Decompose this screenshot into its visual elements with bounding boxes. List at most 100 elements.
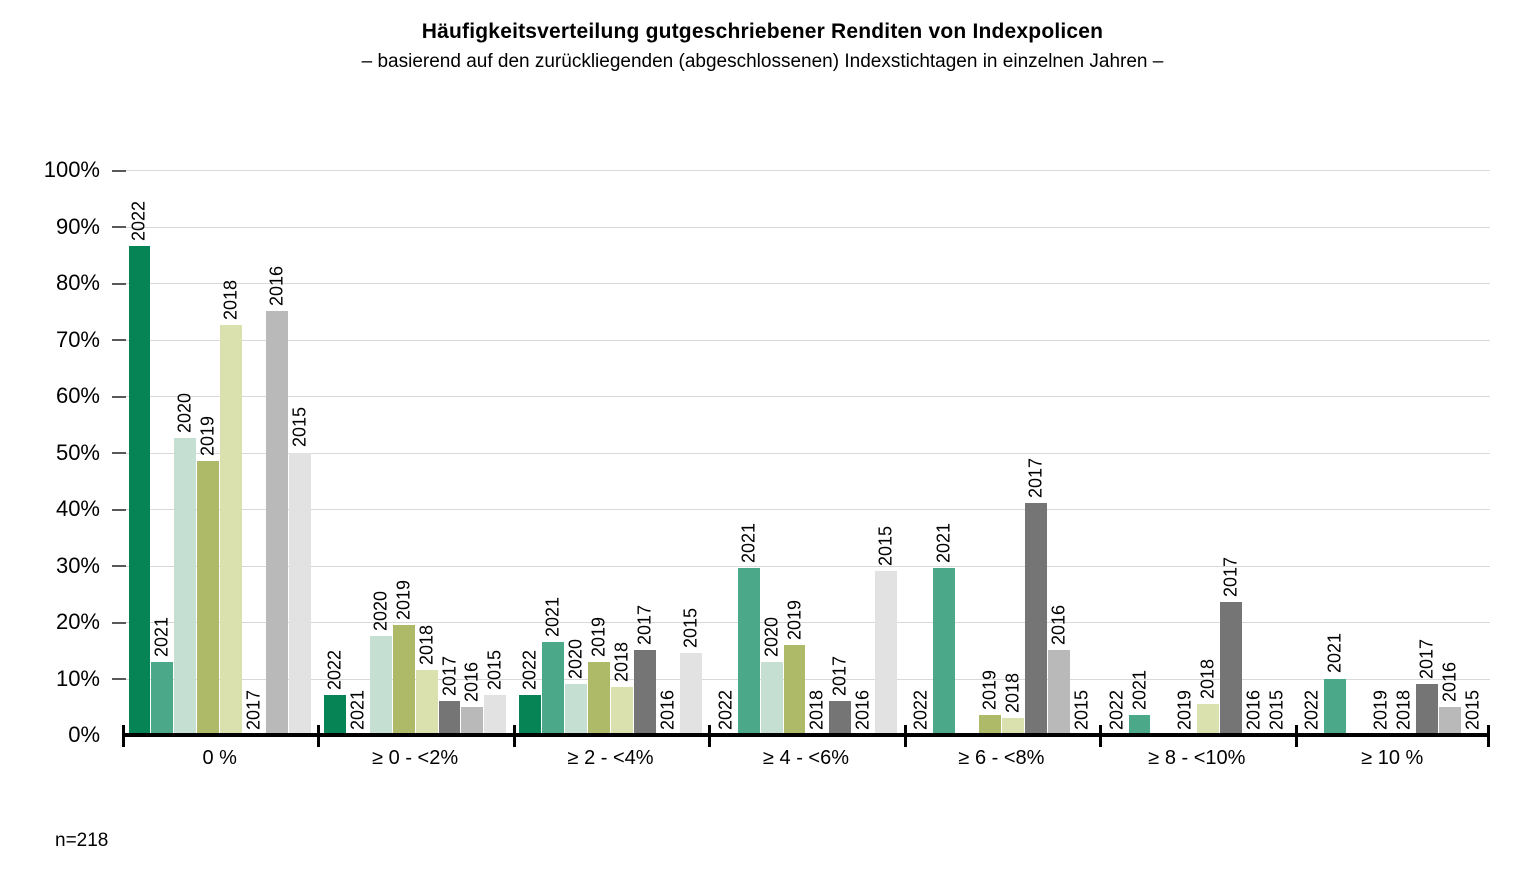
chart-title: Häufigkeitsverteilung gutgeschriebener R… bbox=[421, 20, 1104, 43]
bar-group-7: 2022 2021 2019 2018 2017 2016 2015 bbox=[1295, 170, 1490, 735]
bar-year-label: 2015 bbox=[1462, 689, 1483, 730]
bar-2016 bbox=[1438, 706, 1461, 735]
y-gridline bbox=[122, 565, 1490, 567]
y-gridline bbox=[122, 622, 1490, 623]
x-category-label: ≥ 4 - <6% bbox=[762, 747, 849, 769]
bar-year-label: 2019 bbox=[1370, 689, 1391, 730]
y-axis-tick bbox=[112, 508, 126, 511]
bar-year-label: 2020 bbox=[370, 591, 391, 632]
bar-year-label: 2019 bbox=[1174, 689, 1195, 730]
x-category-label: 0 % bbox=[202, 747, 237, 769]
y-gridline bbox=[122, 283, 1490, 284]
y-gridline bbox=[122, 170, 1490, 171]
y-axis-label: 100% bbox=[43, 157, 100, 182]
y-axis-tick bbox=[112, 395, 126, 398]
bar-year-label: 2021 bbox=[1129, 670, 1150, 711]
bar-year-label: 2016 bbox=[657, 689, 678, 730]
y-axis-label: 40% bbox=[55, 496, 100, 521]
bar-year-label: 2018 bbox=[1002, 673, 1023, 714]
y-axis-tick bbox=[112, 339, 126, 341]
x-axis-tick bbox=[122, 725, 125, 747]
y-axis-label: 30% bbox=[55, 552, 100, 578]
y-axis-tick bbox=[112, 169, 126, 172]
bar-year-label: 2015 bbox=[1071, 689, 1092, 730]
bar-2022 bbox=[323, 695, 346, 735]
bar-2021 bbox=[542, 641, 565, 735]
bar-year-label: 2021 bbox=[738, 523, 759, 564]
bar-year-label: 2017 bbox=[634, 605, 655, 646]
y-axis-label: 80% bbox=[55, 270, 100, 295]
x-category-label: ≥ 6 - <8% bbox=[958, 747, 1045, 769]
bar-2022 bbox=[519, 695, 542, 735]
y-axis-label: 70% bbox=[55, 326, 100, 352]
x-axis-tick bbox=[1099, 725, 1103, 747]
bar-year-label: 2022 bbox=[910, 689, 931, 730]
bar-year-label: 2021 bbox=[542, 596, 563, 637]
bar-2015 bbox=[289, 452, 311, 735]
bar-group-1: 2022 2021 2020 2019 2018 2017 2016 2015 bbox=[122, 170, 317, 735]
bar-year-label: 2020 bbox=[761, 616, 782, 657]
bar-year-label: 2016 bbox=[1243, 689, 1264, 730]
bar-group-4: 2022 2021 2020 2019 2018 2017 2016 2015 bbox=[708, 170, 903, 735]
x-axis-tick bbox=[708, 725, 712, 747]
bar-2020 bbox=[369, 636, 392, 735]
bar-year-label: 2019 bbox=[393, 579, 414, 620]
y-axis-label: 0% bbox=[68, 722, 100, 747]
bar-year-label: 2019 bbox=[784, 599, 805, 640]
y-axis-label: 50% bbox=[55, 439, 100, 465]
bar-2019 bbox=[588, 661, 611, 735]
bar-year-label: 2017 bbox=[243, 689, 264, 730]
plot-area: 100% 90% 80% 70% 60% 50% 40% 30% 20% 10% 0% 2022 202… bbox=[44, 157, 1490, 769]
bar-2015 bbox=[679, 653, 702, 735]
y-gridline bbox=[122, 226, 1490, 228]
bar-group-3: 2022 2021 2020 2019 2018 2017 2016 2015 bbox=[513, 170, 708, 735]
x-category-label: ≥ 10 % bbox=[1361, 747, 1424, 769]
bar-2019 bbox=[783, 644, 806, 735]
bar-2021 bbox=[151, 661, 174, 735]
bar-2020 bbox=[174, 438, 197, 735]
bar-2021 bbox=[933, 568, 956, 735]
x-axis-tick bbox=[512, 725, 516, 747]
bar-2015 bbox=[875, 571, 898, 735]
bar-year-label: 2022 bbox=[324, 650, 345, 691]
bar-2016 bbox=[1047, 650, 1070, 735]
bar-year-label: 2017 bbox=[1416, 639, 1437, 680]
bar-year-label: 2016 bbox=[1048, 605, 1069, 646]
bar-year-label: 2018 bbox=[806, 689, 827, 730]
x-category-label: ≥ 2 - <4% bbox=[567, 747, 654, 769]
bar-2015 bbox=[484, 695, 507, 735]
chart-subtitle: – basierend auf den zurückliegenden (abg… bbox=[361, 51, 1164, 72]
bar-2016 bbox=[461, 706, 484, 735]
bar-year-label: 2015 bbox=[1266, 689, 1287, 730]
bar-year-label: 2020 bbox=[174, 393, 195, 434]
bar-2022 bbox=[128, 246, 151, 735]
bar-group-2: 2022 2021 2020 2019 2018 2017 2016 2015 bbox=[317, 170, 512, 735]
bar-2017 bbox=[1024, 503, 1047, 735]
bar-2018 bbox=[1197, 703, 1220, 735]
bar-year-label: 2018 bbox=[611, 641, 632, 682]
bar-year-label: 2018 bbox=[220, 280, 241, 321]
bar-year-label: 2022 bbox=[128, 201, 149, 242]
bar-year-label: 2015 bbox=[680, 608, 701, 649]
y-axis-tick bbox=[112, 282, 126, 285]
bar-year-label: 2021 bbox=[347, 689, 368, 730]
chart-header: Häufigkeitsverteilung gutgeschriebener R… bbox=[0, 20, 1525, 73]
bar-year-label: 2019 bbox=[197, 415, 218, 456]
bar-2016 bbox=[266, 311, 288, 735]
bar-group-6: 2022 2021 2019 2018 2017 2016 2015 bbox=[1099, 170, 1294, 735]
bar-year-label: 2016 bbox=[461, 661, 482, 702]
bar-2017 bbox=[633, 650, 656, 735]
x-axis-tick bbox=[1294, 725, 1298, 747]
y-axis-tick bbox=[112, 678, 126, 680]
bar-year-label: 2018 bbox=[1393, 689, 1414, 730]
bar-year-label: 2016 bbox=[266, 266, 287, 307]
sample-size-note: n=218 bbox=[55, 830, 109, 851]
bar-year-label: 2019 bbox=[588, 616, 609, 657]
bar-2017 bbox=[1415, 684, 1438, 735]
bar-year-label: 2022 bbox=[519, 650, 540, 691]
bar-year-label: 2017 bbox=[439, 656, 460, 697]
bar-year-label: 2015 bbox=[875, 526, 896, 567]
bar-2017 bbox=[829, 701, 852, 735]
bar-2018 bbox=[1001, 718, 1024, 735]
bar-year-label: 2015 bbox=[484, 650, 505, 691]
